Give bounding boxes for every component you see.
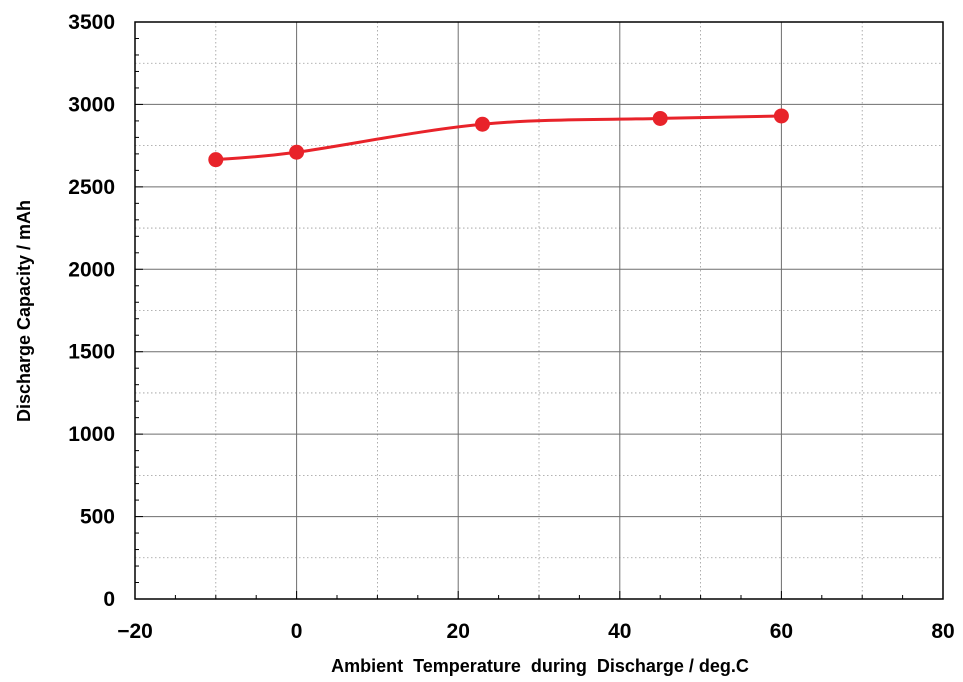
y-tick-label: 500 [80,506,115,529]
data-point [474,116,490,132]
y-tick-label: 2500 [68,176,115,199]
data-point [773,108,789,124]
x-tick-labels: −20 0 20 40 60 80 [117,620,954,643]
y-tick-label: 0 [103,588,115,611]
x-axis-label: Ambient Temperature during Discharge / d… [331,656,749,676]
x-tick-label: 0 [291,620,303,643]
x-tick-label: 40 [608,620,631,643]
minor-gridlines [135,22,943,599]
data-point [289,144,305,160]
data-point [652,110,668,126]
y-tick-label: 1500 [68,341,115,364]
y-tick-label: 1000 [68,423,115,446]
y-axis-label: Discharge Capacity / mAh [14,200,34,422]
series-layer [208,108,789,168]
y-tick-label: 3000 [68,93,115,116]
x-tick-label: 80 [931,620,954,643]
x-tick-label: 60 [770,620,793,643]
y-tick-label: 2000 [68,258,115,281]
y-tick-labels: 0 500 1000 1500 2000 2500 3000 3500 [68,11,115,611]
x-tick-label: −20 [117,620,153,643]
axis-ticks [134,21,944,600]
data-point [208,152,224,168]
y-tick-label: 3500 [68,11,115,34]
x-tick-label: 20 [447,620,470,643]
